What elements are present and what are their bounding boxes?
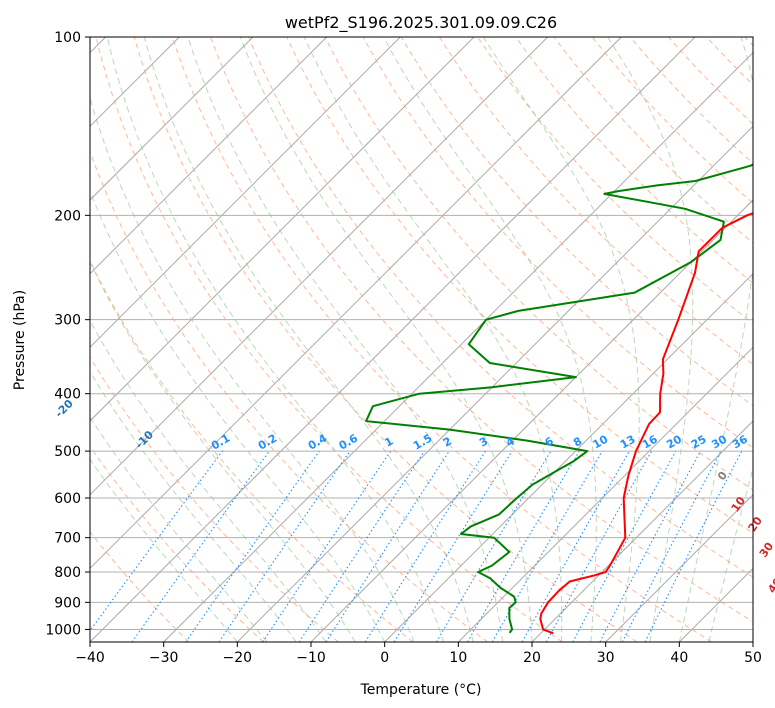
y-tick-label: 100 — [54, 30, 81, 46]
dry-adiabat — [210, 37, 753, 623]
x-tick-label: 40 — [670, 650, 688, 666]
isotherm-line — [384, 272, 753, 642]
x-tick-label: 50 — [744, 650, 762, 666]
moist-adiabat — [303, 37, 563, 642]
moist-adiabat — [90, 416, 268, 642]
x-axis-label: Temperature (°C) — [360, 682, 482, 698]
y-tick-label: 500 — [54, 444, 81, 460]
dewpoint-profile-line — [365, 163, 753, 634]
mixing-ratio-line — [521, 450, 630, 642]
y-axis-label: Pressure (hPa) — [12, 290, 28, 390]
temperature-profile-line — [539, 212, 753, 635]
mixing-ratio-line — [131, 450, 270, 642]
x-tick-label: 10 — [449, 650, 467, 666]
moist-adiabat — [678, 37, 753, 642]
moist-adiabat — [143, 37, 474, 642]
mixing-ratio-line — [298, 450, 425, 642]
isotherm-line — [605, 493, 753, 642]
y-tick-label: 300 — [54, 313, 81, 329]
y-tick-label: 200 — [54, 208, 81, 224]
dry-adiabat — [90, 445, 264, 642]
moist-adiabat — [90, 458, 238, 642]
dry-adiabat — [515, 37, 753, 284]
x-tick-label: −40 — [75, 650, 105, 666]
x-tick-label: 30 — [597, 650, 615, 666]
dry-adiabat — [400, 37, 753, 407]
isotherm-line — [90, 37, 549, 496]
x-tick-label: −20 — [223, 650, 253, 666]
isotherm-line — [236, 125, 753, 642]
isotherm-line — [90, 37, 475, 422]
plot-grid — [90, 37, 753, 642]
moist-adiabat — [90, 260, 356, 642]
moist-adiabat — [90, 319, 327, 642]
mixing-ratio-line — [545, 450, 653, 642]
dry-adiabat — [248, 37, 753, 578]
dry-adiabat — [438, 37, 753, 366]
mixing-ratio-line — [644, 450, 743, 642]
dry-adiabat — [286, 37, 753, 534]
x-tick-label: 0 — [380, 650, 389, 666]
isotherm-line — [163, 51, 753, 642]
y-tick-label: 900 — [54, 595, 81, 611]
axes: −40 −30 −20 −10 0 10 20 30 40 50 1000 900 800 700 600 5… — [45, 30, 762, 666]
moist-adiabat — [90, 370, 297, 642]
mixing-ratio-line — [262, 450, 392, 642]
y-tick-label: 700 — [54, 531, 81, 547]
mixing-ratio-line — [90, 450, 223, 632]
y-tick-label: 400 — [54, 387, 81, 403]
dry-adiabat — [90, 531, 190, 642]
dry-adiabat — [90, 150, 488, 642]
mixing-ratio-line — [218, 450, 351, 642]
mixing-ratio-line — [572, 450, 677, 642]
moist-adiabat — [106, 37, 445, 642]
y-tick-label: 600 — [54, 491, 81, 507]
dry-adiabat — [90, 356, 339, 642]
moist-adiabat — [187, 37, 503, 642]
moist-adiabat — [383, 37, 597, 642]
moist-adiabat — [239, 37, 533, 642]
dry-adiabat — [171, 37, 712, 642]
mixing-ratio-line — [393, 450, 513, 642]
y-tick-label: 1000 — [45, 622, 81, 638]
isotherm-line — [90, 37, 254, 201]
moist-adiabat — [90, 96, 415, 642]
x-tick-label: −30 — [149, 650, 179, 666]
mixing-ratio-line — [325, 450, 450, 642]
chart-title: wetPf2_S196.2025.301.09.09.C26 — [285, 13, 557, 33]
mixing-ratio-line — [185, 450, 320, 642]
moist-adiabat-label: 30 — [757, 540, 775, 560]
plot-frame — [89, 36, 754, 643]
dry-adiabat — [90, 259, 414, 642]
isotherm-line — [90, 37, 622, 570]
isotherm-line — [90, 37, 328, 275]
y-tick-label: 800 — [54, 565, 81, 581]
dry-adiabat — [133, 37, 638, 642]
isotherm-line — [90, 37, 401, 349]
profiles — [365, 163, 753, 635]
moist-adiabat — [90, 189, 386, 642]
isotherm-line — [90, 37, 696, 642]
moist-adiabat — [482, 37, 640, 642]
x-tick-label: 20 — [523, 650, 541, 666]
moist-adiabat — [708, 466, 753, 642]
dry-adiabat — [95, 37, 563, 642]
x-tick-label: −10 — [296, 650, 326, 666]
moist-adiabat-label: 40 — [765, 575, 775, 595]
isotherm-line — [531, 420, 753, 642]
